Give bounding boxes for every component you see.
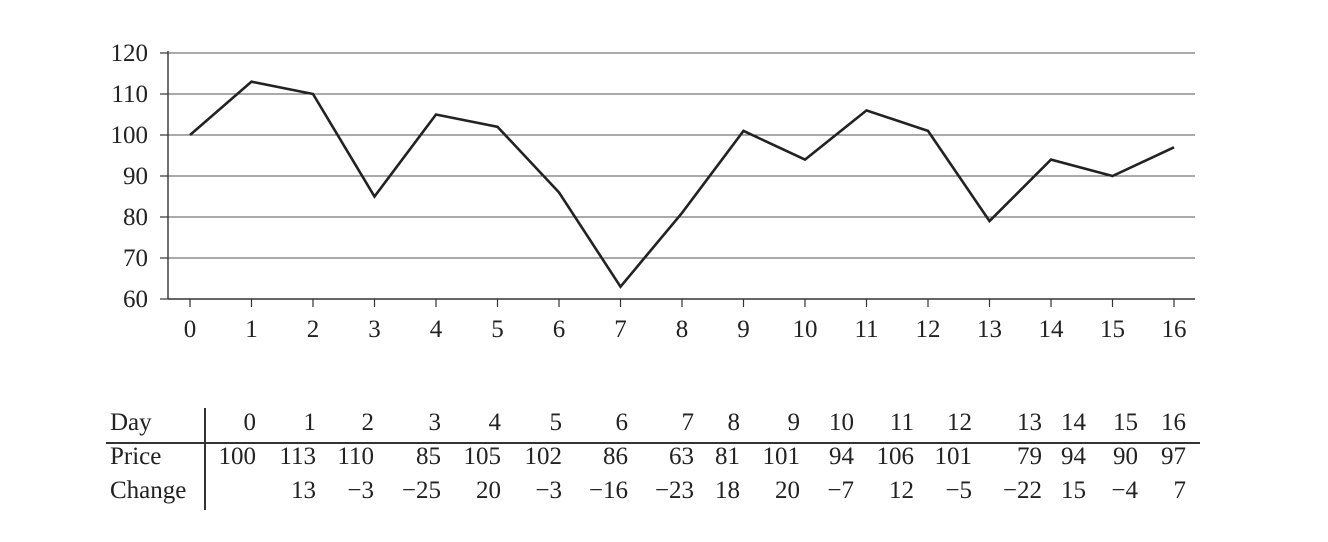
- table-cell: −16: [588, 477, 628, 504]
- table-row-label: Day: [110, 409, 152, 436]
- table-cell: 101: [762, 443, 801, 470]
- y-tick-label: 110: [111, 81, 148, 108]
- table-cell: 94: [1061, 443, 1086, 470]
- table-cell: 100: [218, 443, 257, 470]
- table-cell: 113: [279, 443, 316, 470]
- table-cell: −5: [945, 477, 972, 504]
- table-header-rule: [106, 442, 1200, 444]
- table-cell: 81: [715, 443, 740, 470]
- table-cell: 15: [1113, 409, 1138, 436]
- table-cell: 79: [1017, 443, 1042, 470]
- x-tick-label: 12: [916, 316, 941, 343]
- table-cell: 110: [337, 443, 374, 470]
- table-cell: 10: [829, 409, 854, 436]
- x-tick-label: 4: [430, 316, 443, 343]
- table-row-label: Price: [110, 443, 162, 470]
- table-cell: 4: [488, 409, 502, 436]
- gridlines: [168, 52, 1195, 259]
- table-cell: 8: [727, 409, 741, 436]
- table-cell: 94: [829, 443, 854, 470]
- table-cell: −7: [827, 477, 854, 504]
- x-tick-label: 16: [1162, 316, 1187, 343]
- table-cell: 5: [549, 409, 563, 436]
- table-cell: 102: [524, 443, 563, 470]
- table-cell: −22: [1002, 477, 1042, 504]
- x-tick-label: 14: [1039, 316, 1065, 343]
- table-cell: 7: [681, 409, 695, 436]
- x-tick-label: 5: [491, 316, 504, 343]
- table-cell: 101: [934, 443, 973, 470]
- series-line: [189, 80, 1175, 289]
- x-tick-label: 15: [1100, 316, 1125, 343]
- table-cell: 97: [1161, 443, 1186, 470]
- table-cell: 13: [291, 477, 316, 504]
- y-tick-label: 60: [123, 286, 148, 313]
- table-cell: 106: [876, 443, 915, 470]
- x-tick-label: 10: [793, 316, 818, 343]
- table-cell: −3: [347, 477, 374, 504]
- x-tick-label: 2: [307, 316, 320, 343]
- table-cell: 63: [669, 443, 694, 470]
- table-cell: 18: [715, 477, 740, 504]
- table-row-label: Change: [110, 477, 187, 504]
- table-cell: 90: [1113, 443, 1138, 470]
- axes: [167, 51, 1195, 300]
- y-tick-label: 120: [111, 40, 149, 67]
- table-cell: 85: [416, 443, 441, 470]
- table-cell: −23: [654, 477, 694, 504]
- x-tick-label: 0: [184, 316, 197, 343]
- x-tick-label: 3: [368, 316, 381, 343]
- table-cell: 86: [603, 443, 628, 470]
- table-cell: −25: [401, 477, 441, 504]
- table-cell: 6: [615, 409, 629, 436]
- y-tick-label: 100: [111, 122, 149, 149]
- table-cell: [196, 474, 256, 508]
- x-tick-label: 11: [854, 316, 878, 343]
- table-cell: −4: [1111, 477, 1138, 504]
- table-cell: 1: [303, 409, 317, 436]
- y-tick-label: 70: [123, 245, 148, 272]
- x-axis-ticks: 0 1 2 3 4 5 6 7 8 9 10 11 12 13 14 15 16: [184, 299, 1187, 343]
- table-cell: 9: [787, 409, 801, 436]
- table-cell: 3: [428, 409, 442, 436]
- price-table: Day 0 1 2 3 4 5 6 7 8 9 10 11 12 13 14 15 16 Price 100 113 11…: [106, 404, 1200, 510]
- table-cell: 14: [1061, 409, 1086, 436]
- table-cell: 0: [243, 409, 257, 436]
- table-cell: 12: [947, 409, 972, 436]
- table-cell: 2: [361, 409, 375, 436]
- table-cell: 20: [476, 477, 501, 504]
- table-cell: 105: [463, 443, 502, 470]
- y-tick-label: 80: [123, 204, 148, 231]
- table-cell: −3: [535, 477, 562, 504]
- x-tick-label: 6: [553, 316, 566, 343]
- table-cell: 16: [1161, 409, 1186, 436]
- x-tick-label: 7: [614, 316, 627, 343]
- table-cell: 20: [775, 477, 800, 504]
- x-tick-label: 13: [977, 316, 1002, 343]
- y-tick-label: 90: [123, 163, 148, 190]
- table-cell: 12: [889, 477, 914, 504]
- table-cell: 13: [1017, 409, 1042, 436]
- x-tick-label: 9: [737, 316, 750, 343]
- table-vertical-rule: [204, 408, 206, 510]
- y-axis-ticks: 60 70 80 90 100 110 120: [111, 40, 168, 313]
- price-series: [189, 80, 1175, 289]
- table-cell: 7: [1173, 477, 1187, 504]
- x-tick-label: 8: [676, 316, 689, 343]
- table-cell: 11: [889, 409, 914, 436]
- x-tick-label: 1: [245, 316, 258, 343]
- table-cell: 15: [1061, 477, 1086, 504]
